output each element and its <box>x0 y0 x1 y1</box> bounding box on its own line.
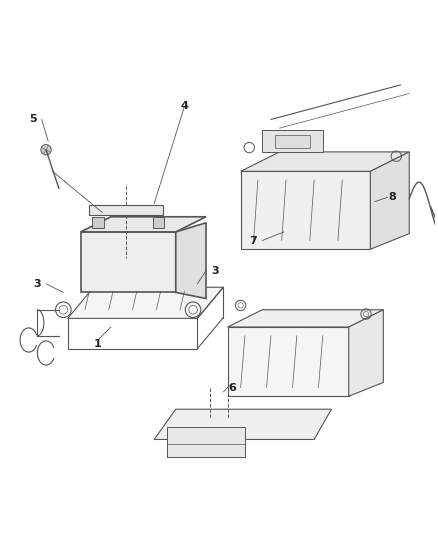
Polygon shape <box>240 152 409 172</box>
Polygon shape <box>176 223 206 298</box>
Bar <box>275 135 310 148</box>
Bar <box>262 130 323 152</box>
Text: 3: 3 <box>211 266 219 276</box>
Text: 8: 8 <box>388 192 396 203</box>
Polygon shape <box>371 152 409 249</box>
Bar <box>92 217 103 228</box>
Polygon shape <box>349 310 383 396</box>
Circle shape <box>41 144 51 155</box>
Polygon shape <box>67 287 223 318</box>
Text: 5: 5 <box>29 115 37 125</box>
Polygon shape <box>81 217 206 232</box>
Text: 4: 4 <box>180 101 188 111</box>
Bar <box>81 232 176 293</box>
Text: 7: 7 <box>250 236 258 246</box>
Bar <box>240 172 371 249</box>
Bar <box>228 327 349 396</box>
Polygon shape <box>154 409 332 440</box>
Bar <box>89 205 163 215</box>
Bar <box>153 217 164 228</box>
Text: 6: 6 <box>228 383 236 393</box>
Polygon shape <box>228 310 383 327</box>
Text: 3: 3 <box>34 279 41 289</box>
Text: 1: 1 <box>94 340 102 349</box>
Bar <box>167 426 245 457</box>
